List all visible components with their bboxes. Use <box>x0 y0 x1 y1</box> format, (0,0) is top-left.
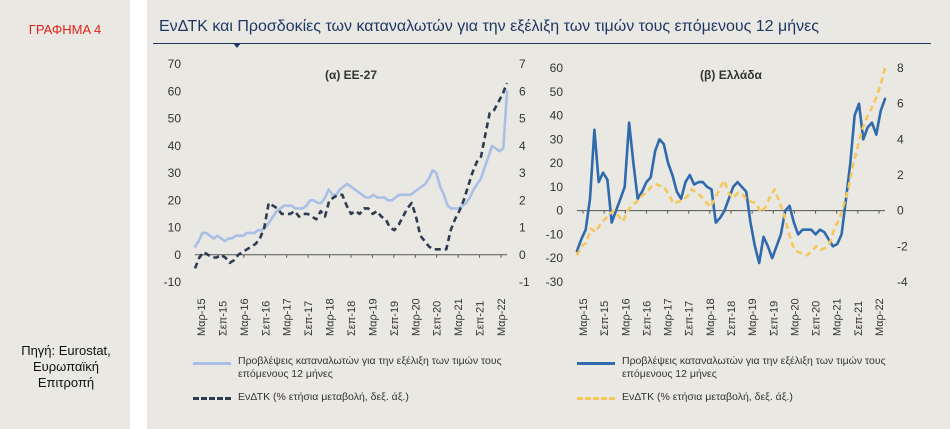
y-right-tick-gr-6: 8 <box>897 61 904 75</box>
y-right-tick-eu-7: 6 <box>519 84 526 98</box>
y-left-tick-eu-2: 10 <box>168 221 182 235</box>
legend-eu: Προβλέψεις καταναλωτών για την εξέλιξη τ… <box>193 355 533 415</box>
y-left-tick-eu-0: -10 <box>164 275 182 289</box>
y-right-tick-eu-3: 2 <box>519 193 526 207</box>
x-tick-eu-11: Σεπ-20 <box>432 301 444 336</box>
x-tick-eu-12: Μαρ-21 <box>453 298 465 336</box>
x-tick-eu-4: Μαρ-17 <box>282 298 294 336</box>
x-tick-gr-13: Σεπ-21 <box>853 301 865 336</box>
x-tick-gr-10: Μαρ-20 <box>789 298 801 336</box>
legend-swatch-eu-hicp <box>193 397 231 400</box>
x-tick-gr-8: Μαρ-19 <box>747 298 759 336</box>
y-left-tick-eu-6: 50 <box>168 112 182 126</box>
y-right-tick-eu-4: 3 <box>519 166 526 180</box>
series-line-gr-0 <box>575 97 887 265</box>
y-right-tick-eu-6: 5 <box>519 112 526 126</box>
y-right-tick-gr-3: 2 <box>897 168 904 182</box>
y-left-tick-gr-7: 40 <box>550 109 564 123</box>
x-tick-eu-14: Μαρ-22 <box>496 298 508 336</box>
title-rule-marker <box>233 43 241 48</box>
legend-label-eu-hicp: ΕνΔΤΚ (% ετήσια μεταβολή, δεξ. άξ.) <box>238 391 409 403</box>
legend-swatch-gr-hicp <box>577 397 615 400</box>
x-tick-gr-6: Μαρ-18 <box>705 298 717 336</box>
x-tick-eu-3: Σεπ-16 <box>260 301 272 336</box>
y-right-tick-eu-5: 4 <box>519 139 526 153</box>
x-tick-gr-5: Σεπ-17 <box>684 301 696 336</box>
x-tick-gr-4: Μαρ-17 <box>663 298 675 336</box>
y-left-tick-eu-4: 30 <box>168 166 182 180</box>
y-left-tick-eu-1: 0 <box>174 248 181 262</box>
x-tick-gr-1: Σεπ-15 <box>599 301 611 336</box>
x-tick-eu-13: Σεπ-21 <box>475 301 487 336</box>
x-tick-gr-7: Σεπ-18 <box>726 301 738 336</box>
y-left-tick-gr-9: 60 <box>550 61 564 75</box>
x-tick-gr-0: Μαρ-15 <box>578 298 590 336</box>
y-left-tick-gr-0: -30 <box>546 275 564 289</box>
y-right-tick-eu-8: 7 <box>519 57 526 71</box>
legend-swatch-gr-expectations <box>577 362 615 365</box>
x-tick-gr-3: Σεπ-16 <box>641 301 653 336</box>
series-line-eu-1 <box>193 82 509 269</box>
legend-gr: Προβλέψεις καταναλωτών για την εξέλιξη τ… <box>577 355 917 415</box>
title-rule <box>153 43 931 44</box>
y-right-tick-eu-0: -1 <box>519 275 530 289</box>
x-tick-eu-5: Σεπ-17 <box>303 301 315 336</box>
y-left-tick-eu-3: 20 <box>168 193 182 207</box>
legend-swatch-eu-expectations <box>193 362 231 365</box>
x-tick-eu-1: Σεπ-15 <box>217 301 229 336</box>
legend-label-eu-expectations: Προβλέψεις καταναλωτών για την εξέλιξη τ… <box>238 355 502 380</box>
x-tick-gr-14: Μαρ-22 <box>874 298 886 336</box>
y-left-tick-eu-8: 70 <box>168 57 182 71</box>
y-right-tick-gr-4: 4 <box>897 132 904 146</box>
figure-title: ΕνΔΤΚ και Προσδοκίες των καταναλωτών για… <box>159 18 819 35</box>
y-right-tick-eu-2: 1 <box>519 221 526 235</box>
y-left-tick-eu-5: 40 <box>168 139 182 153</box>
y-left-tick-gr-3: 0 <box>556 204 563 218</box>
y-right-tick-gr-0: -4 <box>897 275 908 289</box>
charts-svg: (α) ΕΕ-27-10010203040506070-101234567Μαρ… <box>164 57 908 336</box>
y-left-tick-gr-4: 10 <box>550 180 564 194</box>
x-tick-gr-12: Μαρ-21 <box>832 298 844 336</box>
sidebar: ΓΡΑΦΗΜΑ 4 Πηγή: Eurostat, Ευρωπαϊκή Επιτ… <box>0 0 130 429</box>
chart-title-gr: (β) Ελλάδα <box>700 68 763 82</box>
series-line-eu-0 <box>193 90 509 248</box>
y-right-tick-eu-1: 0 <box>519 248 526 262</box>
chart-title-eu: (α) ΕΕ-27 <box>325 68 377 82</box>
x-tick-eu-7: Σεπ-18 <box>346 301 358 336</box>
x-tick-eu-2: Μαρ-16 <box>239 298 251 336</box>
y-left-tick-eu-7: 60 <box>168 84 182 98</box>
y-left-tick-gr-8: 50 <box>550 85 564 99</box>
y-right-tick-gr-5: 6 <box>897 97 904 111</box>
x-tick-eu-8: Μαρ-19 <box>367 298 379 336</box>
legend-label-gr-expectations: Προβλέψεις καταναλωτών για την εξέλιξη τ… <box>622 355 886 380</box>
figure-label: ΓΡΑΦΗΜΑ 4 <box>28 22 102 37</box>
legend-label-gr-hicp: ΕνΔΤΚ (% ετήσια μεταβολή, δεξ. άξ.) <box>622 391 793 403</box>
x-tick-gr-11: Σεπ-20 <box>811 301 823 336</box>
y-left-tick-gr-5: 20 <box>550 156 564 170</box>
x-tick-eu-0: Μαρ-15 <box>196 298 208 336</box>
source-note: Πηγή: Eurostat, Ευρωπαϊκή Επιτροπή <box>21 343 111 390</box>
chart-panel: ΕνΔΤΚ και Προσδοκίες των καταναλωτών για… <box>147 0 950 429</box>
y-left-tick-gr-6: 30 <box>550 132 564 146</box>
x-tick-gr-9: Σεπ-19 <box>768 301 780 336</box>
y-right-tick-gr-2: 0 <box>897 204 904 218</box>
x-tick-eu-10: Μαρ-20 <box>410 298 422 336</box>
x-tick-eu-9: Σεπ-19 <box>389 301 401 336</box>
x-tick-gr-2: Μαρ-16 <box>620 298 632 336</box>
x-tick-eu-6: Μαρ-18 <box>325 298 337 336</box>
series-line-gr-1 <box>575 67 887 257</box>
y-left-tick-gr-1: -20 <box>546 251 564 265</box>
y-left-tick-gr-2: -10 <box>546 227 564 241</box>
y-right-tick-gr-1: -2 <box>897 239 908 253</box>
